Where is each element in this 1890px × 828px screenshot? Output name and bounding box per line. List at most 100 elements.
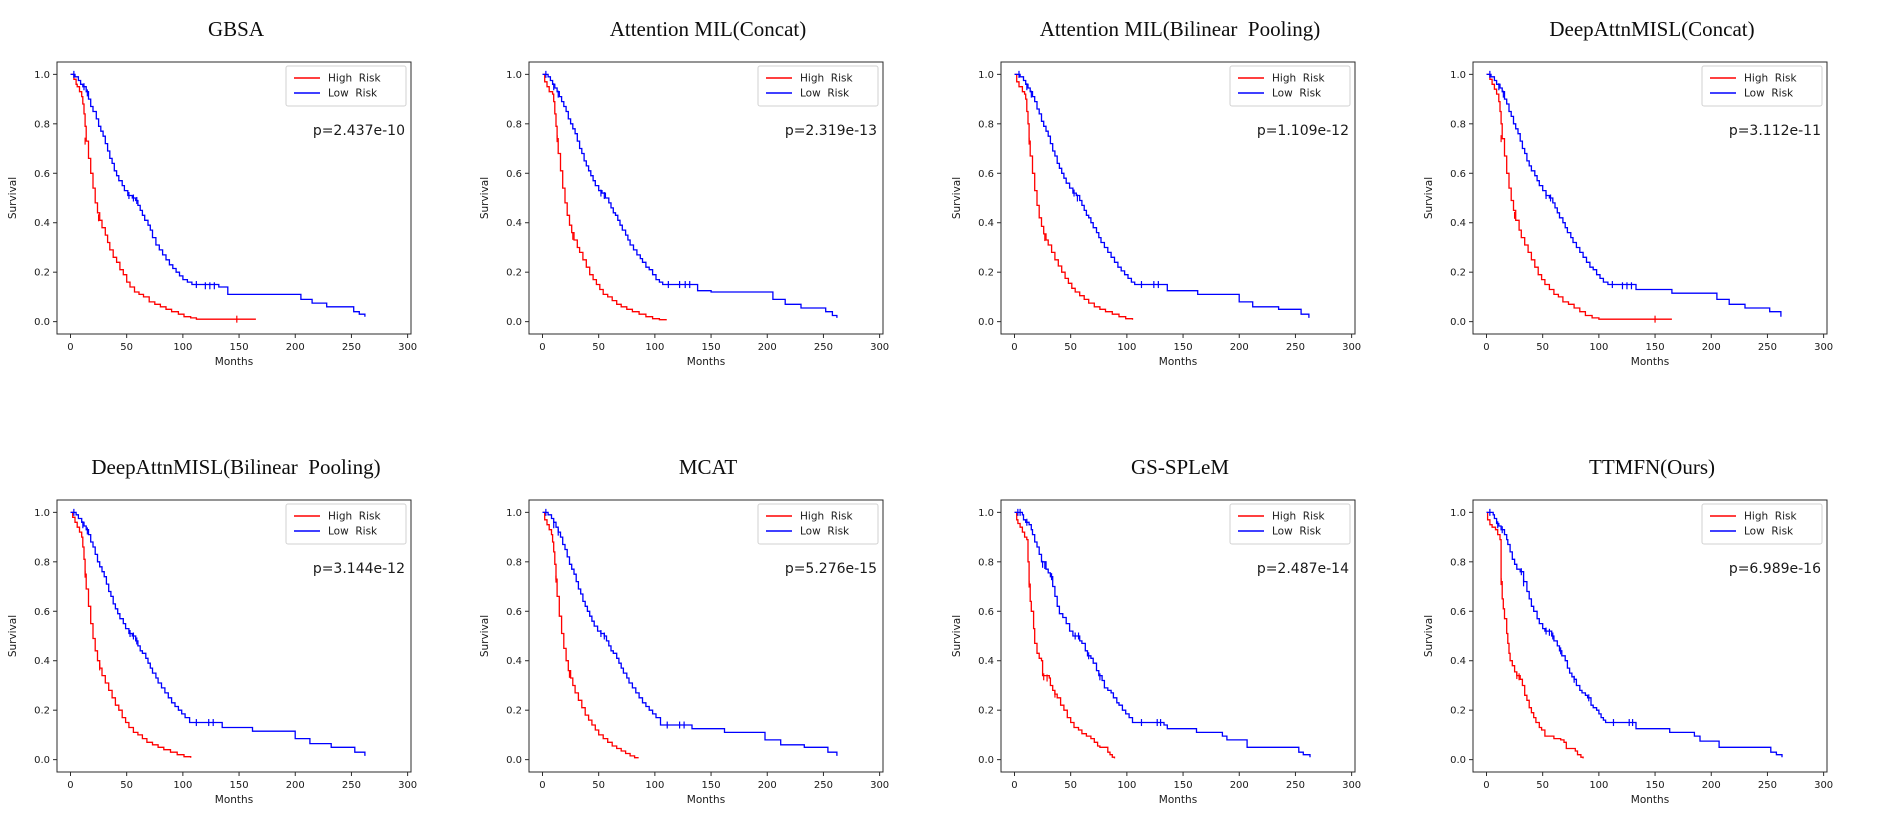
km-plot: 0 50 100 150 200 250 300 1.0 0.8 0.6 0.4 0.2 0.0 Mont…	[951, 499, 1361, 806]
x-tick-label: 50	[592, 342, 605, 353]
y-tick-label: 1.0	[34, 70, 50, 81]
x-tick-label: 150	[702, 780, 721, 791]
x-tick-label: 200	[758, 342, 777, 353]
x-tick-label: 100	[645, 342, 664, 353]
x-axis-label: Months	[215, 356, 253, 368]
x-tick-label: 150	[1174, 342, 1193, 353]
legend-high-risk-label: High Risk	[328, 511, 381, 523]
x-tick-label: 300	[398, 342, 417, 353]
x-tick-label: 50	[1064, 780, 1077, 791]
y-tick-label: 0.2	[506, 706, 522, 717]
legend-high-risk-label: High Risk	[328, 73, 381, 85]
axes-box	[1000, 61, 1356, 335]
legend-low-risk-label: Low Risk	[1272, 526, 1322, 538]
km-panel-7: GS-SPLeM 0 50 100 150 200 250 300 1.0 0.8 0.6 0.4 0.…	[944, 444, 1416, 816]
km-panel-6: MCAT 0 50 100 150 200 250 300 1.0 0.8 0.6 0.4 0.2 0.0…	[472, 444, 944, 816]
axes-box	[528, 61, 884, 335]
y-tick-label: 0.6	[506, 607, 522, 618]
y-tick-label: 0.8	[1450, 119, 1466, 130]
y-tick-label: 0.8	[978, 119, 994, 130]
panel-title: MCAT	[678, 455, 738, 479]
x-tick-label: 100	[645, 780, 664, 791]
km-panel-1: GBSA 0 50 100 150 200 250 300 1.0 0.8 0.6 0.4 0.2 0.0…	[0, 6, 472, 378]
x-axis-label: Months	[687, 356, 725, 368]
panel-title: DeepAttnMISL(Bilinear Pooling)	[91, 455, 381, 479]
low-risk-curve	[1486, 73, 1782, 317]
high-risk-curve	[1014, 73, 1134, 320]
x-axis-label: Months	[215, 794, 253, 806]
x-tick-label: 100	[1117, 780, 1136, 791]
axes-box	[528, 499, 884, 773]
legend-box	[1701, 503, 1823, 545]
y-tick-label: 0.4	[1450, 218, 1466, 229]
y-tick-label: 1.0	[978, 70, 994, 81]
y-tick-label: 0.8	[506, 557, 522, 568]
x-tick-label: 0	[1011, 780, 1017, 791]
y-axis-label: Survival	[479, 177, 491, 219]
y-axis-label: Survival	[1423, 615, 1435, 657]
panel-title: GBSA	[207, 17, 265, 41]
x-tick-label: 150	[230, 780, 249, 791]
x-tick-label: 50	[1536, 780, 1549, 791]
legend-high-risk-label: High Risk	[1744, 73, 1797, 85]
km-plot: 0 50 100 150 200 250 300 1.0 0.8 0.6 0.4 0.2 0.0 Mont…	[7, 499, 417, 806]
x-tick-label: 0	[539, 342, 545, 353]
x-tick-label: 300	[870, 780, 889, 791]
p-value-label: p=2.487e-14	[1257, 561, 1349, 577]
high-risk-curve	[1486, 511, 1584, 759]
high-risk-curve	[1014, 511, 1116, 759]
low-risk-curve	[1014, 73, 1310, 318]
x-tick-label: 200	[1230, 342, 1249, 353]
legend-low-risk-label: Low Risk	[1272, 88, 1322, 100]
y-tick-label: 0.8	[1450, 557, 1466, 568]
low-risk-curve	[1486, 511, 1783, 758]
y-tick-label: 0.6	[1450, 169, 1466, 180]
high-risk-curve	[542, 73, 667, 321]
high-risk-curve	[70, 73, 256, 320]
y-tick-label: 0.6	[506, 169, 522, 180]
y-tick-label: 0.0	[34, 317, 50, 328]
y-tick-label: 0.2	[34, 268, 50, 279]
x-tick-label: 50	[120, 342, 133, 353]
legend-box	[1229, 65, 1351, 107]
km-panel-4: DeepAttnMISL(Concat) 0 50 100 150 200 250 300 1.…	[1416, 6, 1888, 378]
low-risk-curve	[1014, 511, 1311, 758]
x-tick-label: 250	[1286, 780, 1305, 791]
x-tick-label: 150	[1174, 780, 1193, 791]
x-tick-label: 200	[1230, 780, 1249, 791]
legend-high-risk-label: High Risk	[800, 73, 853, 85]
legend-box	[1701, 65, 1823, 107]
low-risk-curve	[70, 511, 366, 756]
y-tick-label: 1.0	[1450, 508, 1466, 519]
x-tick-label: 50	[1064, 342, 1077, 353]
legend-box	[1229, 503, 1351, 545]
y-tick-label: 0.4	[978, 656, 994, 667]
y-tick-label: 0.6	[978, 607, 994, 618]
y-tick-label: 0.0	[978, 755, 994, 766]
x-tick-label: 200	[1702, 780, 1721, 791]
legend-high-risk-label: High Risk	[1272, 511, 1325, 523]
y-tick-label: 0.6	[978, 169, 994, 180]
km-plot: 0 50 100 150 200 250 300 1.0 0.8 0.6 0.4 0.2 0.0 Mont…	[1423, 61, 1833, 368]
legend-box	[757, 65, 879, 107]
panel-title: GS-SPLeM	[1130, 455, 1230, 479]
y-axis-label: Survival	[479, 615, 491, 657]
x-tick-label: 250	[1758, 342, 1777, 353]
y-tick-label: 1.0	[978, 508, 994, 519]
x-tick-label: 200	[286, 342, 305, 353]
legend-low-risk-label: Low Risk	[1744, 88, 1794, 100]
y-tick-label: 0.8	[34, 557, 50, 568]
y-tick-label: 0.0	[978, 317, 994, 328]
y-axis-label: Survival	[951, 177, 963, 219]
x-tick-label: 150	[230, 342, 249, 353]
y-tick-label: 0.6	[34, 169, 50, 180]
x-tick-label: 200	[1702, 342, 1721, 353]
legend-box	[285, 503, 407, 545]
x-tick-label: 300	[398, 780, 417, 791]
axes-box	[1472, 499, 1828, 773]
x-tick-label: 0	[67, 780, 73, 791]
legend-low-risk-label: Low Risk	[1744, 526, 1794, 538]
x-axis-label: Months	[1159, 794, 1197, 806]
legend-low-risk-label: Low Risk	[328, 88, 378, 100]
panel-title: TTMFN(Ours)	[1589, 455, 1715, 479]
